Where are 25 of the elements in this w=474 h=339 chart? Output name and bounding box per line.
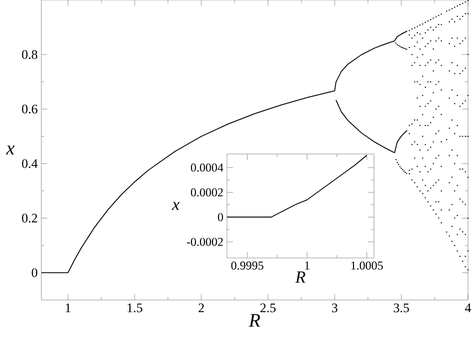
x-tick-label: 2.5 (260, 304, 276, 312)
y-tick-label: 0.0002 (190, 188, 223, 196)
y-tick-label: 0.8 (22, 50, 38, 59)
x-axis-title: R (295, 272, 306, 283)
y-tick-label: 0.6 (22, 104, 38, 114)
y-tick-label: 0.4 (22, 159, 38, 168)
x-tick-label: 3 (332, 304, 338, 312)
x-tick-label: 1 (66, 304, 70, 312)
line-series (336, 100, 408, 154)
x-axis-title: R (248, 314, 260, 327)
y-tick-label: 0 (32, 268, 38, 278)
x-tick-label: 1 (305, 262, 310, 270)
y-tick-label: 0.0004 (190, 164, 224, 172)
x-tick-label: 1.0005 (351, 262, 383, 270)
y-tick-label: -0.0002 (186, 238, 223, 246)
x-tick-label: 4 (464, 304, 472, 312)
y-axis-title: x (6, 146, 15, 154)
y-axis-title: x (172, 202, 180, 210)
x-tick-label: 1.5 (128, 304, 142, 312)
line-series (41, 30, 408, 274)
y-tick-label: 0.2 (22, 214, 38, 223)
x-tick-label: 0.9995 (231, 262, 264, 270)
y-tick-label: 0 (218, 213, 224, 222)
x-tick-label: 3.5 (394, 304, 409, 312)
x-tick-label: 2 (198, 304, 204, 312)
